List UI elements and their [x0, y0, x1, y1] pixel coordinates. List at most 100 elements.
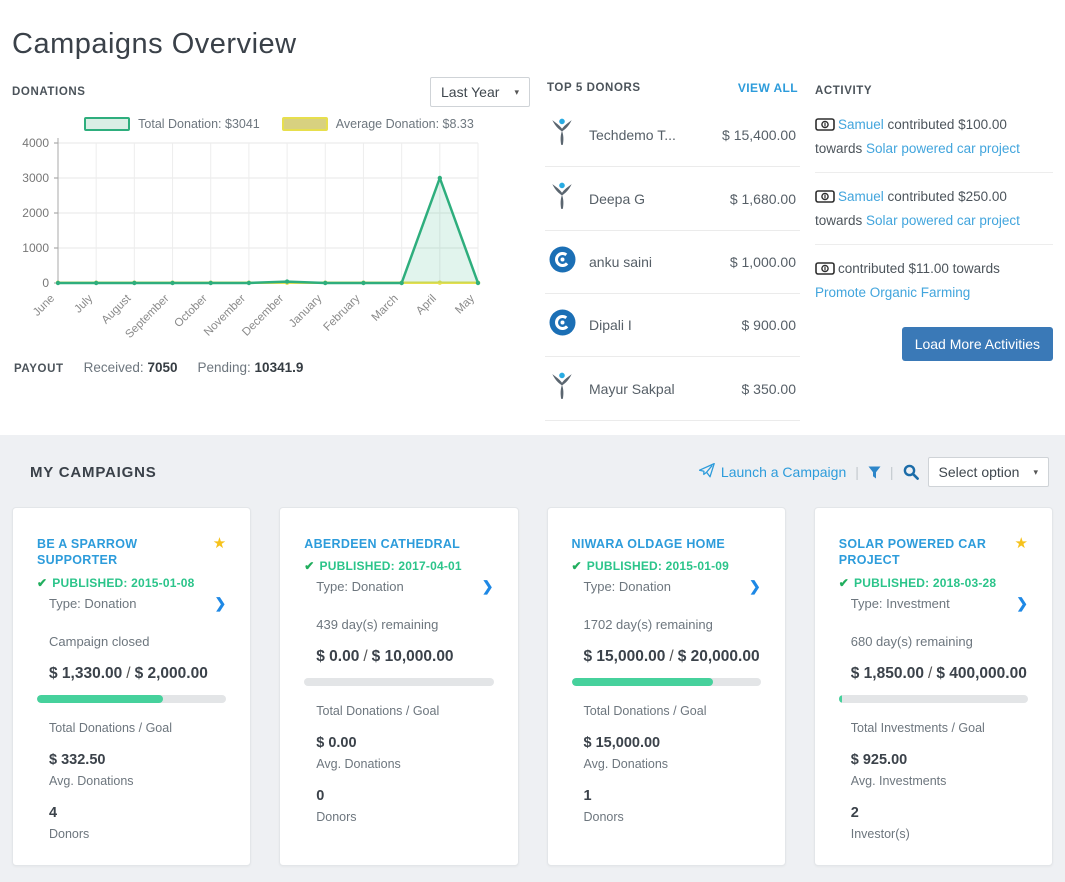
activity-panel: ACTIVITY Samuel contributed $100.00 towa…	[815, 75, 1053, 421]
raised-vs-goal: $ 0.00/$ 10,000.00	[316, 648, 493, 666]
chart-legend: Total Donation: $3041 Average Donation: …	[42, 117, 530, 131]
svg-text:1000: 1000	[22, 241, 49, 255]
my-campaigns-title: MY CAMPAIGNS	[30, 464, 157, 481]
donor-row: Dipali I $ 900.00	[545, 294, 800, 357]
donations-label: DONATIONS	[12, 86, 86, 98]
donor-name: Mayur Sakpal	[589, 381, 742, 397]
campaign-title-link[interactable]: NIWARA OLDAGE HOME	[572, 536, 726, 552]
favorite-star-icon[interactable]: ★	[1015, 536, 1028, 551]
svg-text:July: July	[72, 292, 95, 315]
campaign-status: 680 day(s) remaining	[851, 634, 1028, 649]
published-date: PUBLISHED: 2018-03-28	[854, 576, 996, 590]
money-bill-icon	[815, 116, 835, 138]
donor-name: Dipali I	[589, 317, 742, 333]
svg-text:0: 0	[42, 276, 49, 290]
activity-item: contributed $11.00 towards Promote Organ…	[815, 245, 1053, 316]
donations-area-chart: 01000200030004000JuneJulyAugustSeptember…	[12, 133, 512, 351]
progress-label: Total Donations / Goal	[316, 704, 493, 718]
view-all-link[interactable]: VIEW ALL	[738, 81, 798, 95]
chevron-right-icon[interactable]: ❯	[482, 578, 494, 595]
svg-text:December: December	[240, 293, 286, 339]
legend-label-average: Average Donation: $8.33	[336, 117, 474, 131]
load-more-activities-button[interactable]: Load More Activities	[902, 327, 1053, 361]
donor-amount: $ 15,400.00	[722, 127, 796, 143]
overview-section: Campaigns Overview DONATIONS Last Year ▾…	[0, 0, 1065, 435]
activity-project-link[interactable]: Solar powered car project	[866, 141, 1020, 156]
campaign-title-link[interactable]: ABERDEEN CATHEDRAL	[304, 536, 460, 552]
campaign-type: Type: Donation	[316, 579, 403, 594]
search-icon[interactable]	[903, 464, 919, 480]
check-icon: ✔	[572, 559, 582, 573]
progress-bar	[572, 678, 761, 686]
campaign-title-link[interactable]: SOLAR POWERED CAR PROJECT	[839, 536, 1015, 569]
donor-count: 4	[49, 805, 226, 821]
top-donors-title: TOP 5 DONORS	[547, 82, 641, 94]
person-icon	[549, 182, 589, 215]
raised-vs-goal: $ 1,850.00/$ 400,000.00	[851, 665, 1028, 683]
page-title: Campaigns Overview	[12, 28, 1053, 61]
campaign-cards-grid: BE A SPARROW SUPPORTER ★ ✔ PUBLISHED: 201…	[12, 507, 1053, 866]
progress-bar	[304, 678, 493, 686]
svg-text:June: June	[31, 293, 57, 319]
donor-row: anku saini $ 1,000.00	[545, 231, 800, 294]
donor-count-label: Donors	[584, 810, 761, 824]
payout-received: Received: 7050	[84, 360, 178, 375]
avg-value: $ 15,000.00	[584, 735, 761, 751]
activity-item: Samuel contributed $100.00 towards Solar…	[815, 101, 1053, 173]
avg-value: $ 925.00	[851, 752, 1028, 768]
progress-bar	[37, 695, 226, 703]
donor-count: 2	[851, 805, 1028, 821]
campaigns-overview-page: Campaigns Overview DONATIONS Last Year ▾…	[0, 0, 1065, 882]
progress-label: Total Donations / Goal	[49, 721, 226, 735]
caret-down-icon: ▾	[1033, 467, 1038, 478]
published-date: PUBLISHED: 2015-01-09	[587, 559, 729, 573]
raised-vs-goal: $ 15,000.00/$ 20,000.00	[584, 648, 761, 666]
top-donors-panel: TOP 5 DONORS VIEW ALL Techdemo T... $ 15…	[545, 75, 800, 421]
svg-text:4000: 4000	[22, 136, 49, 150]
published-date: PUBLISHED: 2015-01-08	[52, 576, 194, 590]
payout-label: PAYOUT	[14, 363, 64, 375]
favorite-star-icon[interactable]: ★	[213, 536, 226, 551]
person-icon	[549, 118, 589, 151]
campaign-title-link[interactable]: BE A SPARROW SUPPORTER	[37, 536, 213, 569]
svg-text:January: January	[287, 292, 325, 330]
campaign-card: NIWARA OLDAGE HOME ★ ✔PUBLISHED: 2015-01…	[547, 507, 786, 866]
svg-text:March: March	[370, 293, 401, 324]
progress-fill	[572, 678, 714, 686]
donor-count-label: Donors	[316, 810, 493, 824]
money-bill-icon	[815, 188, 835, 210]
activity-project-link[interactable]: Solar powered car project	[866, 213, 1020, 228]
donor-amount: $ 1,680.00	[730, 191, 796, 207]
donor-name: Deepa G	[589, 191, 730, 207]
donations-panel: DONATIONS Last Year ▾ Total Donation: $3…	[12, 75, 530, 421]
campaign-filter-select[interactable]: Select option ▾	[928, 457, 1049, 487]
chevron-right-icon[interactable]: ❯	[215, 595, 227, 612]
org-logo-icon	[549, 246, 589, 278]
donor-row: Mayur Sakpal $ 350.00	[545, 357, 800, 421]
donor-name: Techdemo T...	[589, 127, 722, 143]
campaign-card: BE A SPARROW SUPPORTER ★ ✔PUBLISHED: 201…	[12, 507, 251, 866]
campaign-status: 439 day(s) remaining	[316, 617, 493, 632]
progress-label: Total Donations / Goal	[584, 704, 761, 718]
toolbar-separator: |	[855, 464, 859, 480]
period-select[interactable]: Last Year ▾	[430, 77, 530, 107]
campaign-card: SOLAR POWERED CAR PROJECT ★ ✔ PUBLISHED: …	[814, 507, 1053, 866]
activity-actor-link[interactable]: Samuel	[838, 117, 884, 132]
activity-project-link[interactable]: Promote Organic Farming	[815, 285, 970, 300]
chevron-right-icon[interactable]: ❯	[1016, 595, 1028, 612]
avg-label: Avg. Donations	[584, 757, 761, 771]
caret-down-icon: ▾	[514, 87, 519, 98]
org-logo-icon	[549, 309, 589, 341]
chevron-right-icon[interactable]: ❯	[749, 578, 761, 595]
donor-count-label: Donors	[49, 827, 226, 841]
check-icon: ✔	[839, 576, 849, 590]
launch-campaign-link[interactable]: Launch a Campaign	[699, 463, 846, 481]
activity-actor-link[interactable]: Samuel	[838, 189, 884, 204]
donor-row: Deepa G $ 1,680.00	[545, 167, 800, 231]
filter-icon[interactable]	[868, 466, 881, 479]
campaign-type: Type: Donation	[49, 596, 136, 611]
my-campaigns-section: MY CAMPAIGNS Launch a Campaign | | Selec…	[0, 435, 1065, 882]
donor-amount: $ 350.00	[742, 381, 797, 397]
published-date: PUBLISHED: 2017-04-01	[320, 559, 462, 573]
money-bill-icon	[815, 260, 835, 282]
